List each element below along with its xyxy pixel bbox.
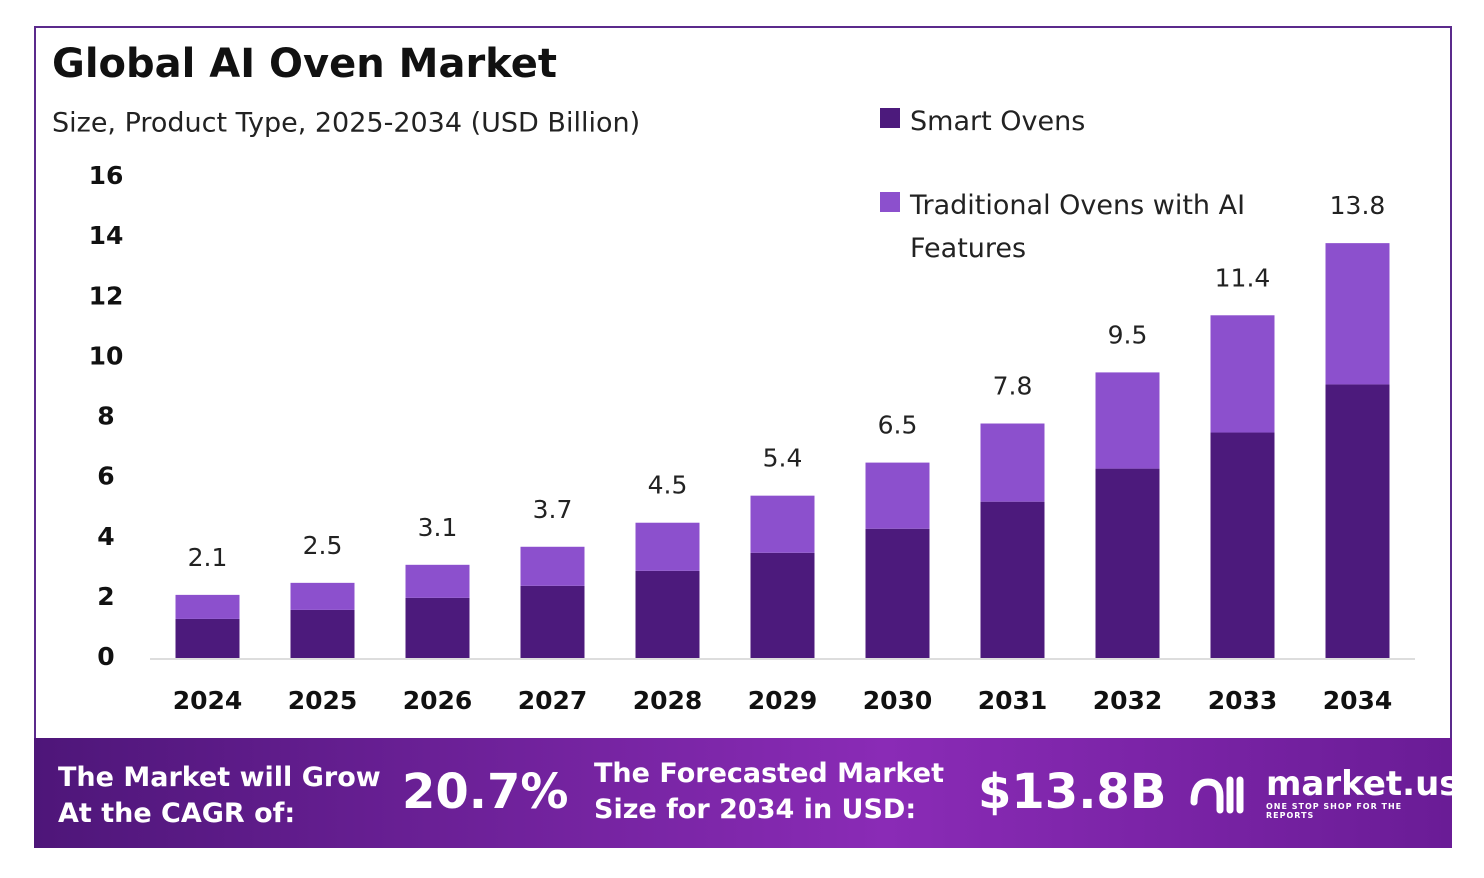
total-label: 2.5 [303, 531, 343, 560]
chart: Global AI Oven Market Size, Product Type… [52, 41, 1415, 715]
bar-segment [520, 585, 585, 658]
bar-segment [980, 501, 1045, 658]
y-tick-label: 12 [89, 281, 124, 310]
bar-segment [175, 594, 240, 619]
bar-segment [1210, 315, 1275, 433]
forecast-text: The Forecasted Market Size for 2034 in U… [594, 758, 944, 825]
total-label: 3.7 [533, 495, 573, 524]
legend-swatch [880, 192, 900, 212]
frame [34, 26, 1452, 740]
total-label: 5.4 [763, 444, 803, 473]
x-tick-label: 2027 [518, 686, 588, 715]
total-label: 13.8 [1330, 191, 1386, 220]
x-tick-label: 2024 [173, 686, 243, 715]
bar-segment [290, 609, 355, 658]
x-tick-label: 2029 [748, 686, 818, 715]
cagr-text: The Market will Grow At the CAGR of: [58, 762, 381, 829]
y-tick-label: 6 [97, 462, 114, 491]
bar-segment [980, 423, 1045, 502]
bar-segment [865, 528, 930, 658]
cagr-value: 20.7% [402, 764, 569, 820]
bar-segment [1210, 432, 1275, 658]
x-tick-label: 2033 [1208, 686, 1278, 715]
y-tick-label: 16 [89, 161, 124, 190]
total-label: 4.5 [648, 471, 688, 500]
total-label: 11.4 [1215, 263, 1271, 292]
x-tick-label: 2026 [403, 686, 473, 715]
x-tick-label: 2025 [288, 686, 358, 715]
y-tick-label: 8 [97, 402, 114, 431]
chart-subtitle: Size, Product Type, 2025-2034 (USD Billi… [52, 108, 640, 139]
legend-label: Traditional Ovens with AI Features [910, 190, 1246, 264]
total-label: 2.1 [188, 543, 228, 572]
bar-segment [1325, 384, 1390, 658]
bar-segment [1095, 468, 1160, 658]
chart-title: Global AI Oven Market [52, 41, 557, 87]
x-tick-label: 2028 [633, 686, 703, 715]
y-tick-label: 2 [97, 582, 114, 611]
total-label: 3.1 [418, 513, 458, 542]
logo-text: market.us [1266, 764, 1460, 804]
y-tick-label: 14 [89, 221, 124, 250]
legend-item: Smart Ovens [880, 100, 1290, 143]
total-label: 6.5 [878, 411, 918, 440]
logo-tagline: ONE STOP SHOP FOR THE REPORTS [1266, 802, 1403, 820]
footer-banner: The Market will Grow At the CAGR of: 20.… [34, 738, 1460, 848]
bar-segment [750, 552, 815, 658]
x-tick-label: 2032 [1093, 686, 1163, 715]
legend-item: Traditional Ovens with AI Features [880, 184, 1290, 270]
total-label: 9.5 [1108, 320, 1148, 349]
bar-segment [290, 582, 355, 610]
x-tick-label: 2030 [863, 686, 933, 715]
bar-segment [635, 570, 700, 658]
x-tick-label: 2034 [1323, 686, 1393, 715]
logo-icon [1190, 776, 1244, 814]
forecast-value: $13.8B [978, 764, 1167, 820]
bar-segment [520, 546, 585, 586]
bar-segment [1095, 372, 1160, 469]
bar-segment [750, 495, 815, 553]
legend-label: Smart Ovens [910, 106, 1086, 137]
y-tick-label: 4 [97, 522, 114, 551]
y-tick-label: 10 [89, 341, 124, 370]
x-tick-label: 2031 [978, 686, 1048, 715]
bar-segment [1325, 243, 1390, 385]
bar-segment [405, 597, 470, 658]
bar-segment [175, 618, 240, 658]
total-label: 7.8 [993, 372, 1033, 401]
bar-segment [865, 462, 930, 529]
bar-segment [405, 564, 470, 598]
legend-swatch [880, 108, 900, 128]
bar-segment [635, 522, 700, 571]
y-tick-label: 0 [97, 642, 114, 671]
